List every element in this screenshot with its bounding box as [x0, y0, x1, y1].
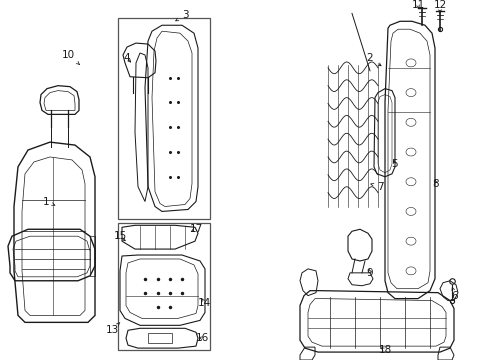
Text: 12: 12 [432, 0, 446, 13]
Text: 7: 7 [370, 182, 383, 192]
Text: 15: 15 [113, 231, 126, 241]
Text: 18: 18 [378, 345, 391, 355]
Text: 4: 4 [123, 53, 130, 63]
Text: 6: 6 [451, 287, 457, 301]
Text: 10: 10 [61, 50, 80, 64]
Text: 9: 9 [366, 268, 372, 278]
Text: 17: 17 [189, 224, 202, 234]
Text: 5: 5 [391, 159, 398, 169]
Text: 8: 8 [432, 179, 438, 189]
Text: 1: 1 [42, 197, 55, 207]
Text: 13: 13 [105, 323, 120, 335]
Text: 16: 16 [195, 333, 208, 343]
Text: 14: 14 [197, 298, 210, 307]
Text: 11: 11 [410, 0, 424, 10]
Text: 3: 3 [175, 10, 188, 21]
Text: 2: 2 [366, 53, 380, 66]
